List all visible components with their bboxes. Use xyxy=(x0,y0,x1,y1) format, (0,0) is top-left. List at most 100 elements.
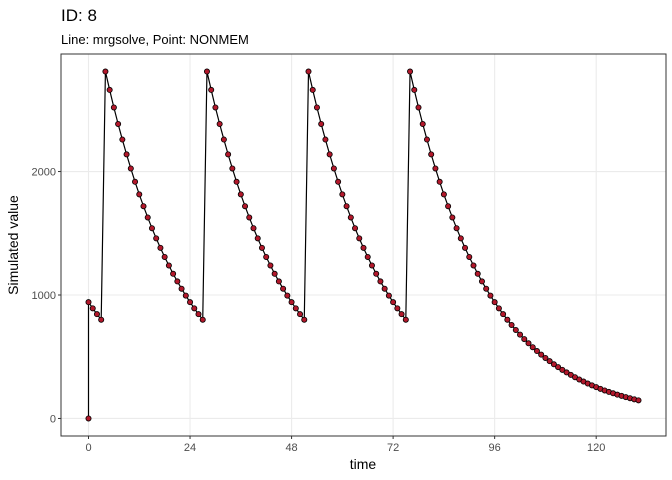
point xyxy=(508,322,515,329)
point xyxy=(394,305,401,312)
point xyxy=(411,86,418,93)
point xyxy=(102,68,109,75)
point xyxy=(521,336,528,343)
point xyxy=(432,165,439,172)
point xyxy=(462,244,469,251)
point xyxy=(440,191,447,198)
point xyxy=(356,235,363,242)
point xyxy=(174,278,181,285)
point xyxy=(271,270,278,277)
point xyxy=(466,253,473,260)
point xyxy=(242,203,249,210)
chart-title: ID: 8 xyxy=(61,6,97,25)
point xyxy=(373,270,380,277)
point xyxy=(407,68,414,75)
x-tick-label: 0 xyxy=(85,442,91,454)
point xyxy=(377,278,384,285)
point xyxy=(263,253,270,260)
point xyxy=(246,214,253,221)
point xyxy=(93,311,100,318)
point xyxy=(533,348,540,355)
point xyxy=(402,316,409,323)
point xyxy=(110,104,117,111)
y-tick-label: 1000 xyxy=(32,290,56,302)
point xyxy=(250,225,257,232)
point xyxy=(347,214,354,221)
point xyxy=(309,86,316,93)
point xyxy=(542,354,549,361)
point xyxy=(495,305,502,312)
point xyxy=(165,262,172,269)
point xyxy=(191,305,198,312)
point xyxy=(225,151,232,158)
point xyxy=(436,178,443,185)
point xyxy=(445,203,452,210)
point xyxy=(132,178,139,185)
point xyxy=(144,214,151,221)
point xyxy=(343,203,350,210)
point xyxy=(525,340,532,347)
point xyxy=(449,214,456,221)
point xyxy=(233,178,240,185)
point xyxy=(98,316,105,323)
point xyxy=(127,165,134,172)
point xyxy=(280,285,287,292)
x-tick-label: 96 xyxy=(489,442,501,454)
x-axis-label: time xyxy=(350,456,377,472)
point xyxy=(288,299,295,306)
point xyxy=(538,351,545,358)
point xyxy=(428,151,435,158)
point xyxy=(292,305,299,312)
point xyxy=(419,121,426,128)
point xyxy=(212,104,219,111)
point xyxy=(500,311,507,318)
point xyxy=(220,136,227,143)
point xyxy=(470,262,477,269)
point xyxy=(390,299,397,306)
point xyxy=(267,262,274,269)
point xyxy=(119,136,126,143)
point xyxy=(157,244,164,251)
point xyxy=(275,278,282,285)
point xyxy=(208,86,215,93)
point xyxy=(546,358,553,365)
point xyxy=(330,165,337,172)
point xyxy=(504,316,511,323)
point xyxy=(106,86,113,93)
point xyxy=(478,278,485,285)
point xyxy=(182,292,189,299)
point xyxy=(153,235,160,242)
point xyxy=(415,104,422,111)
point xyxy=(559,366,566,373)
point xyxy=(381,285,388,292)
point xyxy=(216,121,223,128)
y-tick-label: 0 xyxy=(50,413,56,425)
point xyxy=(491,299,498,306)
point xyxy=(136,191,143,198)
point xyxy=(423,136,430,143)
x-tick-label: 24 xyxy=(184,442,196,454)
y-axis-label: Simulated value xyxy=(5,195,21,295)
point xyxy=(297,311,304,318)
point xyxy=(89,305,96,312)
x-tick-label: 120 xyxy=(587,442,605,454)
point xyxy=(487,292,494,299)
point xyxy=(635,397,642,404)
y-tick-label: 2000 xyxy=(32,167,56,179)
point xyxy=(85,415,92,422)
point xyxy=(187,299,194,306)
point xyxy=(368,262,375,269)
chart-subtitle: Line: mrgsolve, Point: NONMEM xyxy=(61,32,249,47)
point xyxy=(178,285,185,292)
point xyxy=(203,68,210,75)
point xyxy=(305,68,312,75)
point xyxy=(115,121,122,128)
point xyxy=(301,316,308,323)
point xyxy=(313,104,320,111)
x-tick-label: 72 xyxy=(387,442,399,454)
x-tick-label: 48 xyxy=(285,442,297,454)
point xyxy=(453,225,460,232)
point xyxy=(170,270,177,277)
point xyxy=(148,225,155,232)
point xyxy=(237,191,244,198)
